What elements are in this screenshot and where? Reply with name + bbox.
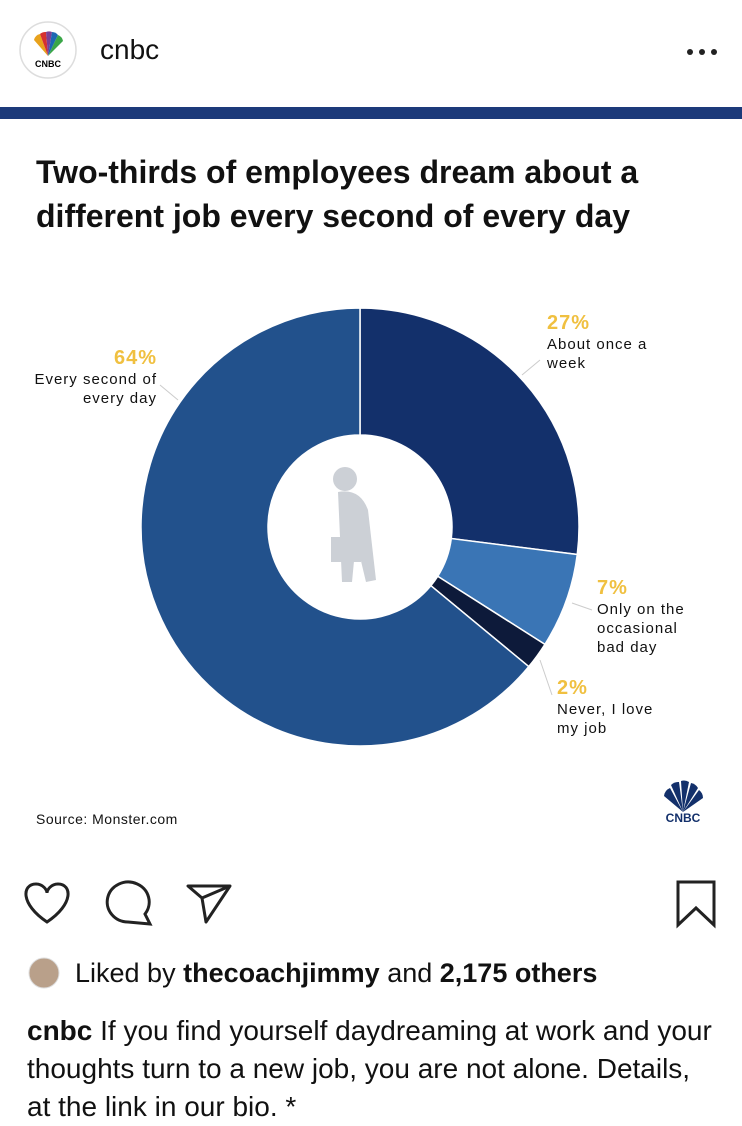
caption: cnbc If you find yourself daydreaming at… bbox=[27, 1012, 717, 1126]
donut-slice bbox=[359, 307, 580, 556]
donut bbox=[140, 307, 580, 747]
value-label: 2% bbox=[557, 677, 588, 699]
value-label: 27% bbox=[547, 312, 591, 334]
value-label: 64% bbox=[113, 347, 157, 369]
donut-slice bbox=[140, 307, 530, 747]
liked-user[interactable]: thecoachjimmy bbox=[183, 958, 380, 988]
share-icon[interactable] bbox=[186, 884, 232, 924]
liked-count[interactable]: 2,175 others bbox=[439, 958, 598, 988]
account-name[interactable]: cnbc bbox=[100, 34, 160, 65]
peacock-logo bbox=[34, 31, 63, 56]
like-icon[interactable] bbox=[24, 882, 70, 924]
center-figure bbox=[331, 467, 376, 582]
save-icon[interactable] bbox=[676, 880, 716, 929]
caption-text: If you find yourself daydreaming at work… bbox=[27, 1015, 712, 1122]
brand-text: CNBC bbox=[666, 811, 701, 825]
value-label: 7% bbox=[597, 577, 628, 599]
slice-label: 7% Only on the occasional bad day bbox=[597, 577, 707, 657]
slice-label: 64% Every second of every day bbox=[30, 347, 157, 408]
slice-label: 2% Never, I love my job bbox=[557, 677, 675, 738]
category-label: Only on the occasional bad day bbox=[597, 601, 685, 656]
source: Source: Monster.com bbox=[36, 811, 178, 827]
comment-icon[interactable] bbox=[105, 880, 153, 926]
logo-text: CNBC bbox=[35, 59, 61, 69]
liker-avatar[interactable] bbox=[28, 957, 60, 989]
category-label: Never, I love my job bbox=[557, 701, 654, 737]
category-label: Every second of every day bbox=[34, 371, 157, 407]
more-menu[interactable] bbox=[687, 49, 717, 55]
liked-prefix: Liked by bbox=[75, 958, 176, 988]
slice-label: 27% About once a week bbox=[547, 312, 667, 373]
caption-user[interactable]: cnbc bbox=[27, 1015, 93, 1046]
cnbc-brand-logo bbox=[664, 780, 703, 812]
chart-title: Two-thirds of employees dream about a di… bbox=[36, 154, 639, 234]
leader-lines bbox=[159, 359, 593, 696]
liked-and: and bbox=[387, 958, 433, 988]
likes: Liked by thecoachjimmy and 2,175 others bbox=[75, 958, 597, 989]
category-label: About once a week bbox=[547, 336, 648, 372]
header-bar bbox=[0, 107, 742, 119]
